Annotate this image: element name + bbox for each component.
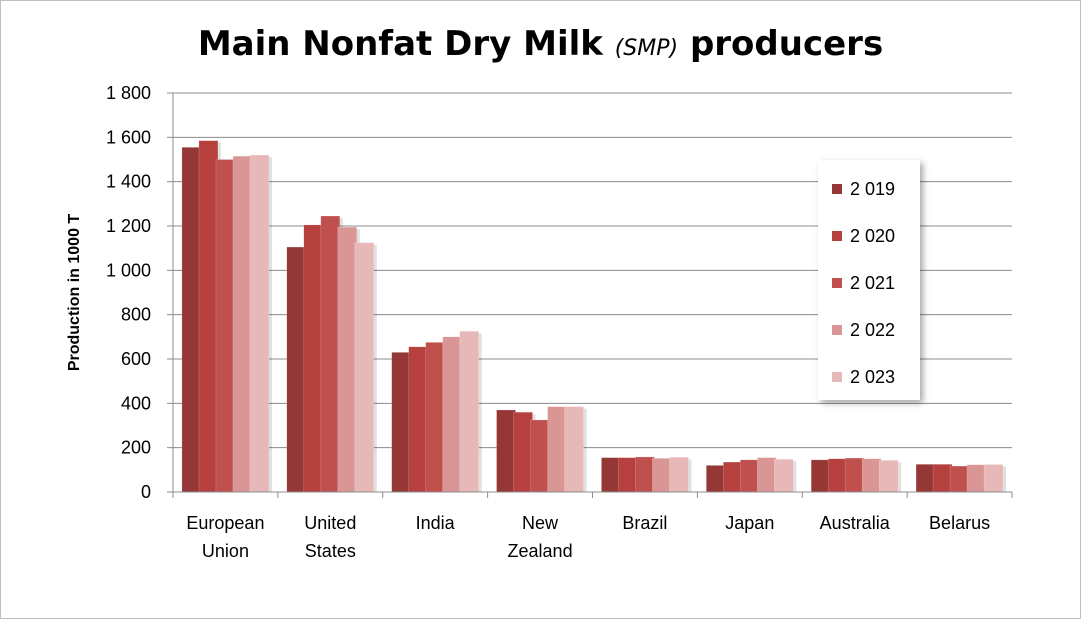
bar [286,246,307,493]
y-tick-label: 1 200 [106,216,151,236]
bar [966,464,987,493]
bar [618,457,638,493]
legend-item: 2 020 [832,225,895,247]
x-tick-label: Zealand [508,541,573,561]
bar [337,226,358,493]
legend-label: 2 023 [850,366,896,387]
bar [774,458,794,493]
x-tick-label: States [305,541,356,561]
bar [564,406,584,493]
bar [513,411,533,493]
bar [844,457,865,493]
x-tick-label: United [304,513,356,533]
bar [740,459,760,493]
y-tick-label: 1 000 [106,260,151,280]
x-tick-label: New [522,513,559,533]
bar [232,155,253,493]
chart-title-end: producers [689,24,884,64]
bar [810,459,831,493]
bar [442,336,462,493]
x-tick-label: Australia [820,513,891,533]
bar [181,147,202,493]
legend-swatch [832,184,842,194]
legend-item: 2 019 [832,178,895,200]
legend-item: 2 023 [832,366,895,388]
bar [878,460,899,493]
y-tick-label: 200 [121,438,151,458]
chart-title-main: Main Nonfat Dry Milk [197,24,603,64]
bar [757,457,777,493]
y-axis-label: Production in 1000 T [66,214,83,372]
x-tick-label: Japan [725,513,774,533]
legend-swatch [832,325,842,335]
legend-label: 2 022 [850,319,896,340]
bar [320,215,341,493]
y-tick-label: 400 [121,393,151,413]
x-tick-label: India [416,513,456,533]
bar [601,457,621,493]
legend-item: 2 022 [832,319,895,341]
bar [915,464,936,493]
y-tick-label: 1 600 [106,127,151,147]
bar [496,409,516,493]
legend-swatch [832,231,842,241]
y-tick-label: 1 400 [106,172,151,192]
bar [827,458,848,493]
bar [723,461,743,493]
x-tick-label: Belarus [929,513,990,533]
bar [198,140,219,493]
bar [706,465,726,493]
bar [530,419,550,493]
x-tick-label: Brazil [622,513,667,533]
bar [983,464,1004,493]
y-tick-label: 0 [141,482,151,502]
legend-item: 2 021 [832,272,895,294]
legend-swatch [832,372,842,382]
bar [408,346,428,493]
y-tick-label: 1 800 [106,83,151,103]
bar [547,406,567,493]
legend-label: 2 020 [850,225,896,246]
legend-label: 2 019 [850,178,896,199]
bar [932,464,953,493]
bar [391,352,411,493]
chart-legend: 2 019 2 020 2 021 2 022 2 023 [818,160,920,400]
bar [303,224,324,493]
bar [949,465,970,493]
bar [215,159,236,493]
chart-title: Main Nonfat Dry Milk (SMP) producers [0,24,1081,64]
chart-title-italic: (SMP) [614,36,679,61]
legend-label: 2 021 [850,272,896,293]
y-tick-label: 600 [121,349,151,369]
x-tick-label: European [186,513,264,533]
x-tick-label: Union [202,541,249,561]
bar [861,458,882,493]
bar [459,331,479,493]
y-tick-label: 800 [121,305,151,325]
bar [635,456,655,493]
legend-swatch [832,278,842,288]
bar [669,456,689,493]
bar [652,458,672,493]
bar [354,242,375,493]
bar [249,154,270,493]
bar [425,342,445,493]
